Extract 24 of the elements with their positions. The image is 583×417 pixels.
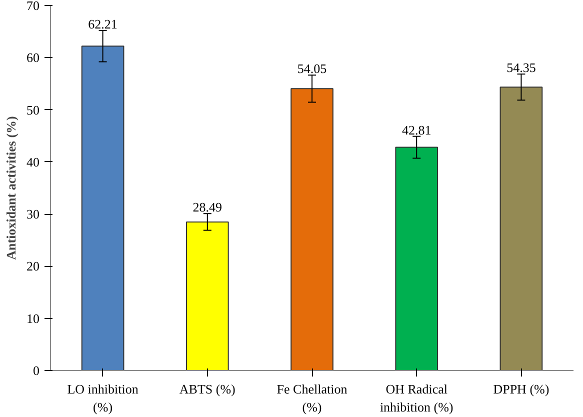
y-tick-label: 20 <box>26 258 40 274</box>
x-tick-label: OH Radical inhibition (%) <box>380 382 454 414</box>
data-label: 42.81 <box>402 122 432 138</box>
y-tick-label: 50 <box>26 102 40 118</box>
y-tick-label: 0 <box>33 363 40 378</box>
bar <box>186 221 229 370</box>
x-tick-label: DPPH (%) <box>493 382 550 396</box>
y-tick-label: 40 <box>26 154 40 170</box>
y-tick-label: 30 <box>26 206 40 222</box>
data-label: 54.05 <box>297 61 327 76</box>
y-tick-label: 60 <box>26 50 40 66</box>
y-axis-title: Antioxidant activities (%) <box>4 116 18 260</box>
data-label: 54.35 <box>506 60 536 76</box>
y-tick-label: 10 <box>26 310 40 326</box>
x-tick-label: LO inhibition (%) <box>67 382 139 414</box>
bar <box>290 88 334 370</box>
bar <box>81 46 124 370</box>
bar <box>500 86 543 370</box>
y-tick-label: 70 <box>26 0 40 13</box>
x-tick-label: ABTS (%) <box>179 382 236 396</box>
bar <box>395 146 438 370</box>
data-label: 62.21 <box>88 16 118 32</box>
data-label: 28.49 <box>192 200 222 215</box>
x-tick-label: Fe Chellation (%) <box>276 382 348 414</box>
